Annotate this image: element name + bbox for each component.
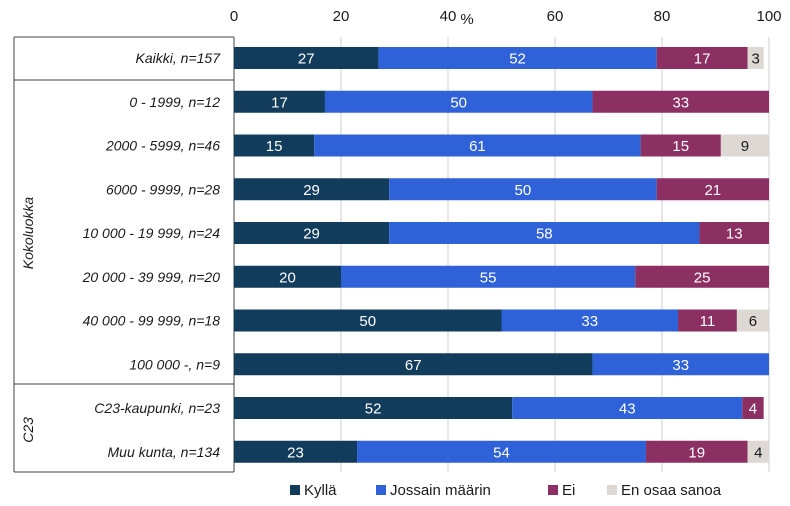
bar-segment — [389, 222, 700, 244]
group-label: Kokoluokka — [20, 197, 36, 270]
legend: Kyllä Jossain määrin Ei En osaa sanoa — [290, 482, 722, 499]
bar-segment — [234, 47, 379, 69]
bar-value-label: 50 — [450, 94, 467, 111]
x-tick-label: 100 — [756, 8, 781, 25]
legend-label: Jossain määrin — [390, 482, 491, 499]
bar-segment — [234, 397, 513, 419]
bar-segment — [742, 397, 764, 419]
x-tick-label: 20 — [333, 8, 350, 25]
bar-value-label: 19 — [688, 444, 705, 461]
bar-segment — [512, 397, 743, 419]
bar-segment — [234, 178, 390, 201]
legend-label: Kyllä — [304, 482, 337, 499]
bar-segment — [747, 47, 764, 69]
bar-segment — [736, 309, 769, 332]
bar-segment — [234, 265, 341, 288]
bar-value-label: 25 — [694, 269, 711, 286]
legend-swatch — [376, 485, 386, 495]
category-label: Muu kunta, n=134 — [108, 444, 221, 460]
bar-value-label: 29 — [303, 182, 320, 199]
bar-segment — [324, 90, 593, 113]
legend-swatch — [290, 485, 300, 495]
legend-label: En osaa sanoa — [621, 482, 722, 499]
bar-segment — [389, 178, 657, 201]
bar-segment — [234, 134, 315, 157]
bar-value-label: 4 — [754, 444, 762, 461]
bar-value-label: 17 — [694, 51, 711, 68]
bar-segment — [699, 222, 769, 244]
bar-value-label: 50 — [359, 313, 376, 330]
category-label: 40 000 - 99 999, n=18 — [83, 313, 221, 329]
group-labels: Kokoluokka C23 — [20, 197, 36, 443]
x-tick-label: 60 — [547, 8, 564, 25]
bar-value-label: 15 — [672, 138, 689, 155]
x-axis-label: % — [460, 11, 473, 28]
bar-segment — [640, 134, 721, 157]
bar-value-label: 6 — [749, 313, 757, 330]
bar-value-label: 54 — [493, 444, 510, 461]
bar-segment — [501, 309, 679, 332]
bar-value-label: 15 — [266, 138, 283, 155]
bar-segment — [747, 440, 769, 463]
bar-value-label: 55 — [480, 269, 497, 286]
bar-segment — [234, 309, 502, 332]
category-label: 2000 - 5999, n=46 — [105, 138, 220, 154]
bar-segment — [234, 440, 358, 463]
bar-value-label: 52 — [365, 401, 382, 418]
legend-swatch — [548, 485, 558, 495]
bar-value-label: 50 — [515, 182, 532, 199]
bar-value-label: 43 — [619, 401, 636, 418]
bar-segment — [645, 440, 748, 463]
category-label: C23-kaupunki, n=23 — [94, 400, 220, 416]
category-label: 20 000 - 39 999, n=20 — [82, 269, 221, 285]
x-tick-label: 80 — [654, 8, 671, 25]
bar-value-label: 3 — [751, 51, 759, 68]
bar-value-label: 33 — [672, 357, 689, 374]
bar-value-label: 9 — [741, 138, 749, 155]
bar-segment — [656, 178, 769, 201]
bar-segment — [635, 265, 769, 288]
legend-swatch — [607, 485, 617, 495]
bar-segment — [592, 90, 769, 113]
bar-value-label: 33 — [581, 313, 598, 330]
bars: 27 52 17 3 17 50 33 15 61 15 9 29 50 21 29 58 13 20 55 25 50… — [234, 47, 769, 463]
bar-segment — [656, 47, 748, 69]
bar-segment — [234, 90, 325, 113]
bar-value-label: 33 — [672, 94, 689, 111]
bar-segment — [234, 222, 390, 244]
x-tick-label: 0 — [230, 8, 238, 25]
bar-segment — [592, 353, 769, 376]
bar-value-label: 4 — [749, 401, 757, 418]
bar-value-label: 21 — [704, 182, 721, 199]
bar-value-label: 13 — [726, 226, 743, 243]
group-label: C23 — [20, 417, 36, 443]
bar-value-label: 27 — [298, 51, 315, 68]
category-label: Kaikki, n=157 — [136, 50, 222, 66]
bar-segment — [678, 309, 737, 332]
bar-value-label: 29 — [303, 226, 320, 243]
category-label: 0 - 1999, n=12 — [129, 94, 220, 110]
bar-value-label: 23 — [287, 444, 304, 461]
bar-value-label: 58 — [536, 226, 553, 243]
bar-segment — [720, 134, 769, 157]
bar-segment — [234, 353, 593, 376]
bar-value-label: 11 — [700, 313, 716, 330]
category-label: 10 000 - 19 999, n=24 — [83, 225, 221, 241]
bar-value-label: 61 — [469, 138, 486, 155]
category-labels: Kaikki, n=157 0 - 1999, n=12 2000 - 5999, … — [82, 50, 222, 460]
bar-segment — [357, 440, 646, 463]
category-label: 100 000 -, n=9 — [129, 356, 220, 372]
bar-value-label: 52 — [509, 51, 526, 68]
x-tick-label: 40 — [440, 8, 457, 25]
category-label: 6000 - 9999, n=28 — [106, 181, 220, 197]
bar-segment — [378, 47, 657, 69]
bar-value-label: 20 — [279, 269, 296, 286]
bar-segment — [314, 134, 641, 157]
x-axis-ticks: 0 20 40 60 80 100 — [230, 8, 782, 25]
legend-label: Ei — [562, 482, 575, 499]
bar-value-label: 17 — [271, 94, 288, 111]
bar-segment — [341, 265, 636, 288]
bar-value-label: 67 — [405, 357, 422, 374]
